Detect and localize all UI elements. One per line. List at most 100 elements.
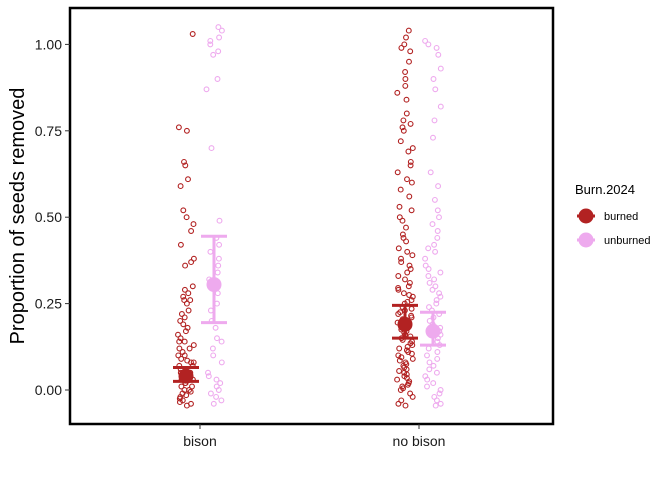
data-point-burned-no-bison (404, 381, 411, 388)
data-point-burned-no-bison (396, 357, 403, 364)
data-point-unburned-bison (218, 397, 225, 404)
data-point-burned-no-bison (403, 224, 409, 231)
data-point-burned-no-bison (406, 58, 412, 65)
data-point-burned-no-bison (398, 354, 405, 361)
data-point-burned-bison (190, 359, 197, 366)
data-point-unburned-no-bison (426, 279, 433, 286)
data-point-unburned-bison (217, 380, 224, 387)
data-point-burned-no-bison (403, 96, 410, 103)
data-point-burned-bison (181, 158, 187, 165)
data-point-unburned-no-bison (429, 286, 436, 293)
data-point-burned-no-bison (394, 89, 401, 96)
data-point-burned-bison (190, 255, 197, 262)
data-point-burned-no-bison (400, 290, 407, 297)
data-point-burned-bison (183, 214, 190, 221)
data-point-unburned-bison (205, 373, 212, 380)
data-point-burned-bison (183, 402, 190, 409)
mean-point-burned-bison (178, 368, 194, 384)
data-point-unburned-bison (207, 248, 214, 255)
data-point-unburned-no-bison (430, 134, 436, 141)
y-tick-label: 0.75 (35, 123, 62, 139)
data-point-unburned-no-bison (437, 387, 444, 393)
data-point-burned-no-bison (399, 124, 406, 131)
mean-point-unburned-bison (206, 277, 222, 293)
data-point-burned-no-bison (406, 292, 413, 298)
data-point-burned-no-bison (394, 376, 401, 383)
data-point-unburned-no-bison (426, 366, 433, 373)
data-point-burned-no-bison (403, 34, 409, 41)
data-point-burned-no-bison (407, 340, 414, 347)
data-point-burned-no-bison (407, 120, 414, 127)
data-point-unburned-no-bison (437, 65, 444, 72)
data-point-burned-bison (178, 355, 185, 362)
data-point-unburned-no-bison (437, 400, 444, 407)
data-point-burned-no-bison (396, 345, 403, 352)
y-axis-title: Proportion of seeds removed (7, 88, 29, 345)
data-point-burned-no-bison (398, 255, 404, 262)
data-point-burned-bison (184, 324, 191, 331)
data-point-unburned-no-bison (433, 44, 440, 51)
data-point-unburned-no-bison (436, 290, 443, 297)
data-point-unburned-bison (215, 387, 222, 393)
data-point-burned-no-bison (404, 248, 411, 255)
data-point-unburned-no-bison (427, 169, 434, 176)
data-point-burned-no-bison (395, 400, 402, 407)
data-point-burned-bison (182, 162, 189, 169)
data-point-burned-no-bison (403, 110, 410, 117)
data-point-unburned-bison (218, 27, 225, 34)
data-point-burned-no-bison (402, 82, 409, 89)
data-point-burned-no-bison (404, 343, 411, 350)
data-point-burned-no-bison (409, 145, 416, 152)
data-point-unburned-no-bison (431, 241, 438, 248)
data-point-burned-no-bison (397, 309, 404, 316)
data-point-unburned-no-bison (425, 345, 432, 352)
data-point-burned-bison (188, 359, 194, 366)
data-point-burned-no-bison (407, 158, 414, 165)
data-point-unburned-no-bison (432, 283, 439, 290)
data-point-burned-no-bison (409, 393, 416, 400)
data-point-burned-no-bison (404, 269, 411, 276)
data-point-burned-bison (179, 397, 186, 404)
summary-layer (173, 234, 446, 384)
data-point-burned-bison (175, 352, 182, 359)
data-point-burned-no-bison (395, 245, 402, 252)
data-point-unburned-no-bison (429, 221, 436, 228)
y-tick-label: 0.25 (35, 296, 62, 312)
data-point-burned-bison (185, 176, 191, 183)
data-point-burned-no-bison (399, 217, 406, 224)
data-point-unburned-bison (216, 217, 223, 224)
data-point-burned-bison (181, 314, 188, 321)
data-point-burned-bison (190, 342, 197, 349)
data-point-burned-bison (176, 338, 183, 345)
data-point-burned-no-bison (395, 273, 402, 279)
data-point-burned-bison (178, 383, 185, 390)
data-point-burned-no-bison (403, 238, 410, 245)
data-point-unburned-no-bison (430, 362, 437, 369)
data-point-burned-bison (187, 297, 194, 304)
data-point-unburned-bison (210, 51, 217, 58)
data-point-burned-bison (187, 388, 194, 395)
data-point-unburned-no-bison (435, 183, 442, 190)
data-point-unburned-bison (215, 262, 222, 269)
data-point-burned-bison (178, 311, 185, 317)
y-tick-label: 0.00 (35, 382, 62, 398)
data-point-burned-no-bison (395, 285, 402, 291)
data-point-unburned-bison (215, 24, 222, 31)
data-point-unburned-no-bison (422, 37, 429, 44)
data-point-burned-bison (189, 383, 195, 390)
data-point-burned-bison (185, 290, 192, 297)
data-point-unburned-no-bison (437, 293, 444, 300)
mean-point-unburned-no-bison (425, 323, 441, 339)
data-point-unburned-bison (215, 48, 222, 55)
data-point-unburned-bison (205, 369, 211, 376)
data-point-unburned-no-bison (432, 402, 439, 409)
data-point-burned-no-bison (402, 402, 409, 409)
data-point-burned-bison (177, 183, 184, 190)
data-point-burned-no-bison (405, 283, 412, 290)
legend-title: Burn.2024 (575, 182, 635, 197)
data-point-burned-no-bison (403, 347, 410, 354)
data-point-unburned-bison (210, 400, 217, 407)
data-point-burned-bison (177, 317, 184, 324)
